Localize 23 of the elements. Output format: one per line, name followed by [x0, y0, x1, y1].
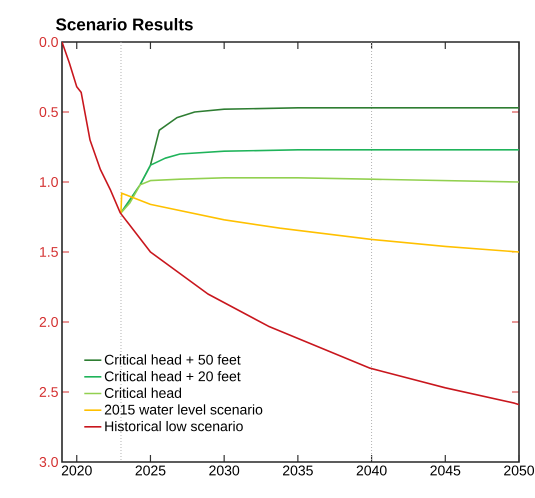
- x-tick-label: 2045: [430, 466, 460, 476]
- y-tick-label: 1.0: [40, 177, 58, 187]
- x-tick-label: 2025: [136, 466, 166, 476]
- x-tick-label: 2030: [209, 466, 240, 476]
- y-tick-label: 0.5: [40, 107, 58, 117]
- line-series: [62, 42, 519, 406]
- x-tick-label: 2040: [356, 466, 387, 476]
- chart-title: Scenario Results: [56, 18, 193, 30]
- legend-label: Critical head + 50 feet: [104, 354, 241, 365]
- y-tick-label: 2.5: [40, 387, 58, 397]
- x-tick-label: 2050: [504, 466, 534, 476]
- line-series: [120, 177, 519, 214]
- x-tick-label: 2020: [62, 466, 92, 476]
- legend-label: Historical low scenario: [105, 420, 243, 432]
- y-tick-label: 3.0: [40, 457, 58, 467]
- legend-label: Critical head + 20 feet: [104, 371, 241, 382]
- y-tick-label: 1.5: [40, 247, 58, 257]
- x-tick-label: 2035: [283, 466, 313, 476]
- y-tick-label: 0.0: [40, 37, 58, 47]
- legend-label: Critical head: [104, 388, 182, 398]
- line-series: [120, 192, 519, 253]
- legend-label: 2015 water level scenario: [104, 404, 262, 415]
- y-tick-label: 2.0: [40, 317, 58, 327]
